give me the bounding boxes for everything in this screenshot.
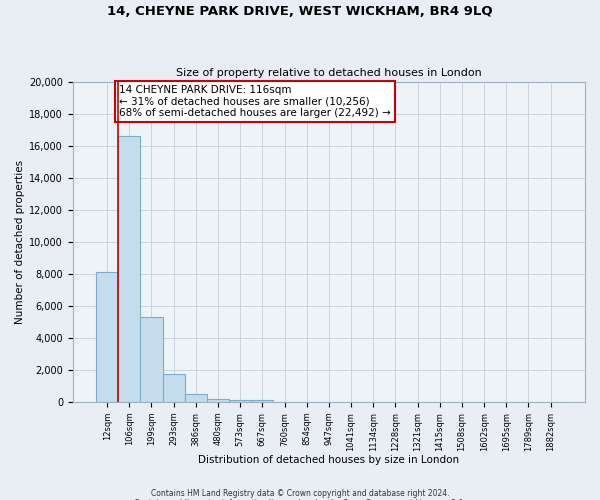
Bar	[118, 136, 140, 402]
Bar	[251, 400, 274, 402]
Bar	[207, 399, 229, 402]
Bar	[185, 394, 207, 402]
Bar	[140, 317, 163, 402]
Bar	[163, 374, 185, 402]
Text: Contains public sector information licensed under the Open Government Licence v3: Contains public sector information licen…	[134, 498, 466, 500]
Text: 14 CHEYNE PARK DRIVE: 116sqm
← 31% of detached houses are smaller (10,256)
68% o: 14 CHEYNE PARK DRIVE: 116sqm ← 31% of de…	[119, 85, 391, 118]
Bar	[229, 400, 251, 402]
X-axis label: Distribution of detached houses by size in London: Distribution of detached houses by size …	[199, 455, 460, 465]
Text: 14, CHEYNE PARK DRIVE, WEST WICKHAM, BR4 9LQ: 14, CHEYNE PARK DRIVE, WEST WICKHAM, BR4…	[107, 5, 493, 18]
Title: Size of property relative to detached houses in London: Size of property relative to detached ho…	[176, 68, 482, 78]
Y-axis label: Number of detached properties: Number of detached properties	[15, 160, 25, 324]
Text: Contains HM Land Registry data © Crown copyright and database right 2024.: Contains HM Land Registry data © Crown c…	[151, 488, 449, 498]
Bar	[96, 272, 118, 402]
